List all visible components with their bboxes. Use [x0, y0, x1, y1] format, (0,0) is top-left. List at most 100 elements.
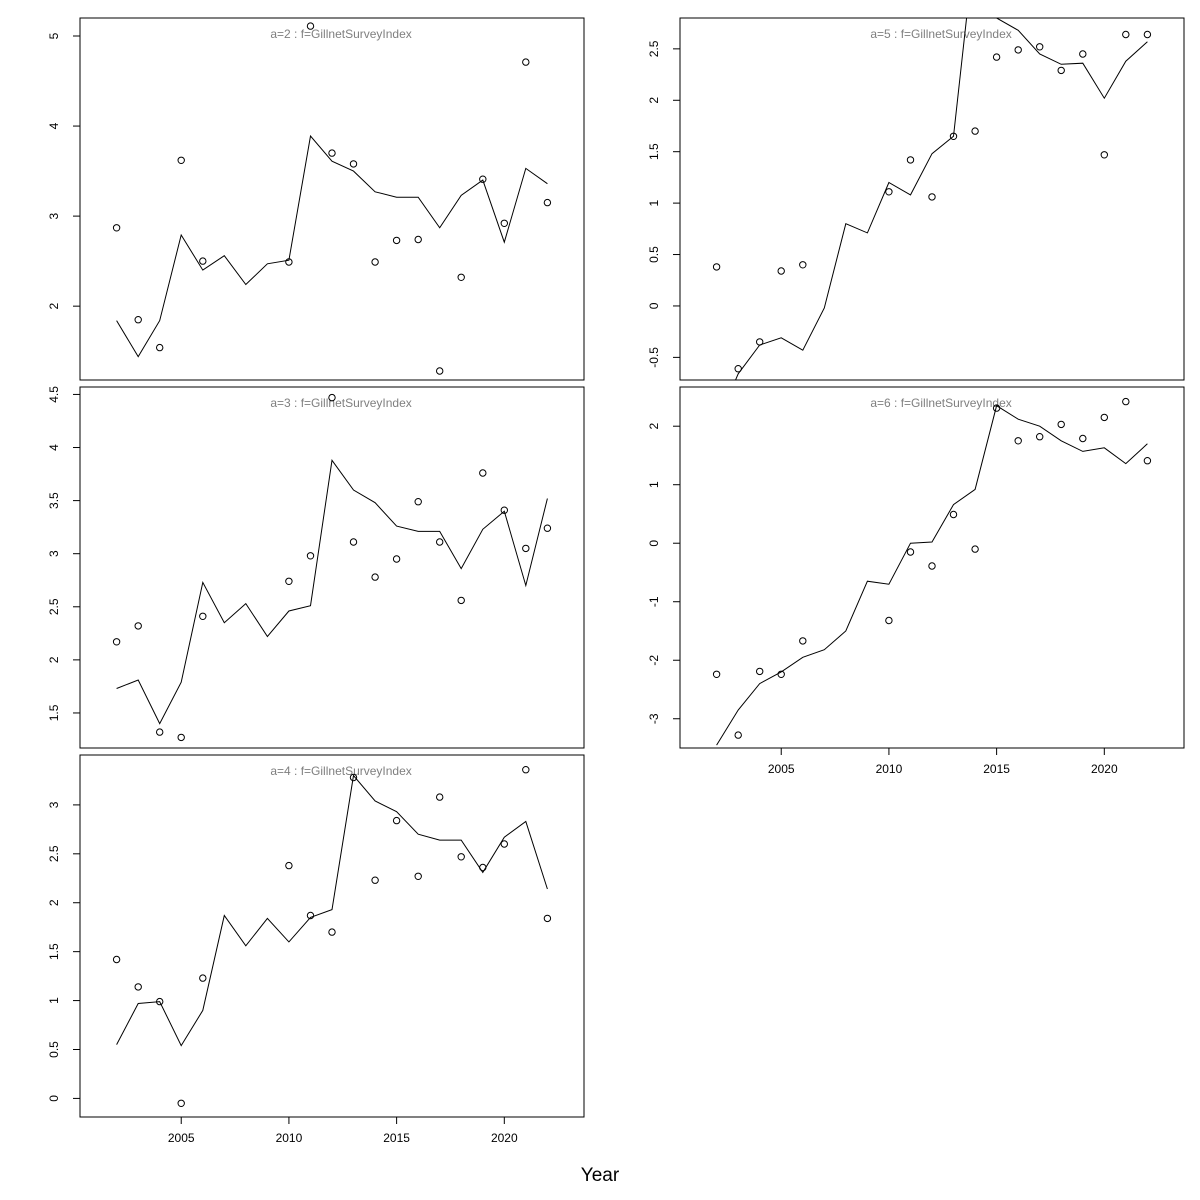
observed-point	[1014, 437, 1022, 445]
observed-point	[949, 510, 958, 519]
y-tick-label: 4	[47, 122, 61, 129]
observed-point	[285, 861, 293, 870]
y-tick-label: 1	[47, 997, 61, 1004]
y-tick-label: -0.5	[647, 347, 661, 368]
y-tick-label: 0.5	[647, 246, 661, 263]
observed-point	[457, 273, 465, 281]
y-tick-label: 1.5	[47, 943, 61, 960]
fitted-series-line	[734, 18, 1148, 380]
observed-point	[928, 193, 936, 201]
observed-point	[543, 198, 552, 207]
y-tick-label: 0	[47, 1095, 61, 1102]
observed-point	[156, 728, 164, 736]
observed-point	[734, 731, 742, 739]
observed-point	[1057, 420, 1065, 429]
observed-point	[1079, 50, 1087, 58]
fitted-series-line	[116, 459, 548, 725]
observed-point	[1122, 397, 1130, 406]
panel-3: a=4 : f=GillnetSurveyIndex 0 0.5 1 1.5 2 2.5 3 2…	[47, 754, 585, 1145]
y-tick-label: 3	[47, 212, 61, 219]
observed-point	[436, 367, 444, 375]
observed-point	[112, 638, 121, 646]
observed-point	[436, 793, 444, 801]
observed-point	[328, 928, 336, 936]
observed-point	[134, 316, 142, 324]
y-tick-label: 0	[647, 540, 661, 547]
fitted-series-line	[116, 134, 548, 358]
observed-point	[1143, 30, 1152, 39]
observed-point	[971, 127, 979, 135]
observed-point	[306, 911, 315, 920]
observed-point	[199, 257, 207, 265]
observed-point	[734, 365, 742, 373]
observed-point	[371, 573, 379, 581]
observed-point	[479, 863, 487, 872]
x-axis-label: Year	[581, 1165, 620, 1186]
observed-point	[285, 258, 293, 266]
y-tick-label: 1	[647, 199, 661, 206]
observed-point	[349, 773, 358, 782]
observed-point	[371, 876, 379, 884]
y-tick-label: 2	[647, 97, 661, 104]
fitted-series-line	[716, 404, 1148, 746]
observed-point	[1036, 43, 1044, 51]
y-tick-label: 2.5	[47, 598, 61, 615]
observed-point	[328, 393, 336, 402]
observed-point	[906, 548, 915, 556]
y-tick-label: 0	[647, 302, 661, 309]
observed-point	[756, 338, 764, 346]
x-tick-label: 2010	[276, 1131, 303, 1145]
observed-point	[1122, 30, 1130, 39]
y-tick-label: -1	[647, 596, 661, 607]
y-tick-label: 1.5	[647, 143, 661, 160]
y-tick-label: 1	[647, 481, 661, 488]
observed-point	[992, 404, 1001, 412]
observed-point	[285, 577, 293, 585]
x-tick-label: 2015	[983, 762, 1010, 776]
observed-point	[199, 612, 207, 620]
observed-point	[928, 562, 936, 570]
observed-point	[112, 955, 121, 964]
y-tick-label: 2	[647, 423, 661, 430]
x-tick-label: 2020	[491, 1131, 518, 1145]
observed-point	[199, 974, 207, 982]
observed-point	[1014, 46, 1022, 54]
panel-title: a=2 : f=GillnetSurveyIndex	[270, 27, 411, 41]
y-tick-label: -3	[647, 713, 661, 724]
observed-point	[1079, 434, 1087, 443]
observed-point	[756, 667, 764, 676]
panel-4: a=5 : f=GillnetSurveyIndex -0.5 0 0.5 1 1.5 2 2…	[647, 17, 1185, 381]
y-tick-label: 2.5	[647, 40, 661, 57]
y-tick-label: 4	[47, 444, 61, 451]
y-tick-label: 2	[47, 303, 61, 310]
observed-point	[177, 733, 185, 742]
x-tick-label: 2020	[1091, 762, 1118, 776]
observed-point	[522, 544, 530, 553]
plot-frame	[679, 17, 1185, 381]
observed-point	[1143, 457, 1152, 465]
observed-point	[457, 853, 465, 861]
observed-point	[777, 267, 785, 275]
panel-2: a=3 : f=GillnetSurveyIndex 1.5 2 2.5 3 3.5 4 4.…	[47, 386, 585, 749]
y-tick-label: 4.5	[47, 386, 61, 403]
observed-point	[543, 914, 552, 923]
observed-point	[392, 236, 401, 245]
observed-point	[349, 160, 358, 168]
panel-title: a=6 : f=GillnetSurveyIndex	[870, 396, 1011, 410]
observed-point	[112, 224, 121, 232]
observed-point	[971, 545, 979, 553]
observed-point	[328, 149, 336, 157]
y-tick-label: 1.5	[47, 704, 61, 721]
observed-point	[1036, 433, 1044, 441]
observed-point	[906, 156, 915, 164]
observed-point	[306, 552, 315, 560]
observed-point	[457, 596, 465, 605]
x-tick-label: 2005	[768, 762, 795, 776]
y-tick-label: 2	[47, 899, 61, 906]
y-tick-label: 2	[47, 656, 61, 663]
observed-point	[712, 670, 721, 678]
x-tick-label: 2015	[383, 1131, 410, 1145]
y-tick-label: -2	[647, 655, 661, 666]
y-tick-label: 0.5	[47, 1041, 61, 1058]
